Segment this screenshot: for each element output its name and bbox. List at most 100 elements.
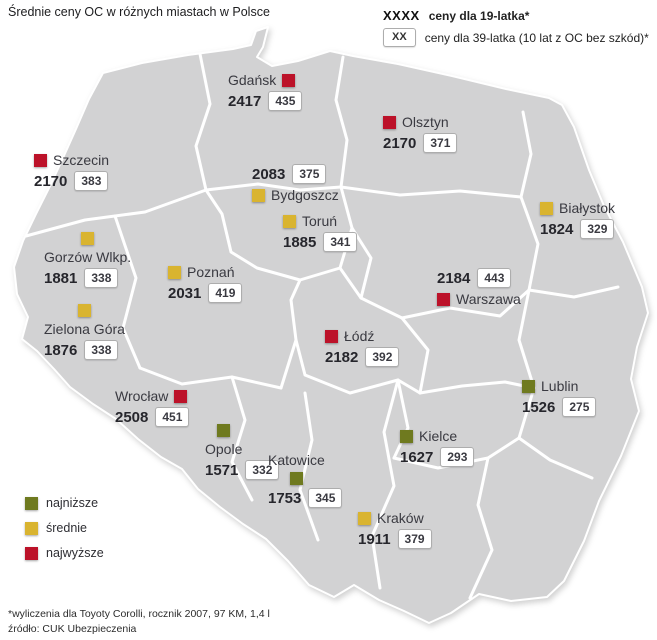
city-label: 1627 293 Kielce bbox=[400, 428, 475, 467]
city-prices: 1627 293 bbox=[400, 447, 475, 467]
legend-level-marker bbox=[25, 521, 38, 535]
city-price-39: 371 bbox=[423, 133, 458, 153]
city-price-39: 451 bbox=[155, 407, 190, 427]
city-name: Katowice bbox=[268, 452, 325, 468]
city-marker bbox=[383, 115, 396, 129]
city-name: Gdańsk bbox=[228, 72, 277, 88]
city-name-row: Olsztyn bbox=[383, 114, 457, 130]
city-price-39: 383 bbox=[74, 171, 109, 191]
city-name-row: Lublin bbox=[522, 378, 596, 394]
city-name-row: Zielona Góra bbox=[44, 304, 125, 337]
city-name-row: Białystok bbox=[540, 200, 615, 216]
city-prices: 2083 375 bbox=[252, 164, 339, 184]
poland-shape bbox=[13, 26, 649, 624]
footnote-source: źródło: CUK Ubezpieczenia bbox=[8, 623, 137, 635]
city-name-row: Gorzów Wlkp. bbox=[44, 232, 131, 265]
city-price-19: 2031 bbox=[168, 284, 202, 302]
legend-level-row: najwyższe bbox=[25, 546, 104, 560]
city-marker bbox=[282, 73, 296, 87]
city-marker bbox=[283, 214, 296, 228]
city-price-19: 2184 bbox=[437, 269, 471, 287]
city-label: 1526 275 Lublin bbox=[522, 378, 597, 417]
legend-level-label: najniższe bbox=[46, 496, 99, 510]
city-prices: 1885 341 bbox=[283, 232, 358, 252]
city-label: 2031 419 Poznań bbox=[168, 264, 243, 303]
city-name: Olsztyn bbox=[402, 114, 449, 130]
city-price-19: 1824 bbox=[540, 220, 574, 238]
city-prices: 2170 371 bbox=[383, 133, 458, 153]
legend-19-row: XXXX ceny dla 19-latka* bbox=[383, 8, 649, 23]
city-name: Zielona Góra bbox=[44, 321, 125, 337]
city-prices: 1824 329 bbox=[540, 219, 615, 239]
city-marker bbox=[81, 232, 95, 245]
city-prices: 2508 451 bbox=[115, 407, 190, 427]
city-prices: 2184 443 bbox=[437, 268, 521, 288]
city-name: Łódź bbox=[344, 328, 375, 344]
city-name-row: Gdańsk bbox=[228, 72, 302, 88]
city-name: Lublin bbox=[541, 378, 579, 394]
city-price-39: 332 bbox=[245, 460, 280, 480]
legend-level-row: najniższe bbox=[25, 496, 104, 510]
city-price-39: 435 bbox=[268, 91, 303, 111]
city-label: 1753 345 Katowice bbox=[268, 452, 343, 508]
city-label: 2083 375 Bydgoszcz bbox=[252, 164, 339, 203]
legend-level-row: średnie bbox=[25, 521, 104, 535]
city-marker bbox=[217, 424, 231, 437]
city-marker bbox=[540, 201, 553, 215]
city-prices: 1881 338 bbox=[44, 268, 131, 288]
city-name-row: Katowice bbox=[268, 452, 325, 485]
city-name: Kielce bbox=[419, 428, 458, 444]
city-price-39: 345 bbox=[308, 488, 343, 508]
city-label: 1881 338 Gorzów Wlkp. bbox=[44, 232, 131, 288]
city-marker bbox=[174, 389, 188, 403]
city-price-19: 1911 bbox=[358, 530, 391, 548]
legend-19-sample: XXXX bbox=[383, 8, 420, 23]
city-label: 1876 338 Zielona Góra bbox=[44, 304, 125, 360]
city-prices: 1911 379 bbox=[358, 529, 432, 549]
legend-39-row: XX ceny dla 39-latka (10 lat z OC bez sz… bbox=[383, 28, 649, 47]
city-marker bbox=[522, 379, 535, 393]
level-legend: najniższe średnie najwyższe bbox=[25, 496, 104, 560]
city-marker bbox=[168, 265, 181, 279]
city-marker bbox=[400, 429, 413, 443]
city-price-39: 329 bbox=[580, 219, 615, 239]
city-name: Opole bbox=[205, 441, 243, 457]
city-marker bbox=[252, 188, 265, 202]
city-marker bbox=[289, 472, 303, 485]
city-price-19: 1885 bbox=[283, 233, 317, 251]
city-label: 2184 443 Warszawa bbox=[437, 268, 521, 307]
city-name-row: Warszawa bbox=[437, 291, 521, 307]
city-price-39: 379 bbox=[397, 529, 432, 549]
city-name: Toruń bbox=[302, 213, 338, 229]
city-price-39: 375 bbox=[292, 164, 327, 184]
city-price-19: 1627 bbox=[400, 448, 434, 466]
city-prices: 1876 338 bbox=[44, 340, 125, 360]
city-price-19: 1881 bbox=[44, 269, 78, 287]
city-label: 1824 329 Białystok bbox=[540, 200, 615, 239]
city-price-19: 2508 bbox=[115, 408, 149, 426]
price-legend: XXXX ceny dla 19-latka* XX ceny dla 39-l… bbox=[383, 8, 649, 52]
city-name-row: Szczecin bbox=[34, 152, 109, 168]
city-name: Wrocław bbox=[115, 388, 169, 404]
city-price-19: 1526 bbox=[522, 398, 556, 416]
city-marker bbox=[325, 329, 338, 343]
city-name-row: Wrocław bbox=[115, 388, 189, 404]
city-prices: 1571 332 bbox=[205, 460, 280, 480]
city-prices: 2182 392 bbox=[325, 347, 400, 367]
city-name-row: Łódź bbox=[325, 328, 399, 344]
city-marker bbox=[358, 511, 371, 525]
city-price-19: 2170 bbox=[383, 134, 417, 152]
legend-19-label: ceny dla 19-latka* bbox=[428, 8, 530, 23]
city-name: Poznań bbox=[187, 264, 235, 280]
city-price-39: 338 bbox=[84, 268, 119, 288]
city-prices: 2170 383 bbox=[34, 171, 109, 191]
legend-level-marker bbox=[25, 496, 38, 510]
city-marker bbox=[34, 153, 47, 167]
city-name-row: Kraków bbox=[358, 510, 432, 526]
city-name: Bydgoszcz bbox=[271, 187, 339, 203]
city-label: 1885 341 Toruń bbox=[283, 213, 358, 252]
city-label: 2182 392 Łódź bbox=[325, 328, 400, 367]
city-name-row: Bydgoszcz bbox=[252, 187, 339, 203]
city-label: 2508 451 Wrocław bbox=[115, 388, 190, 427]
